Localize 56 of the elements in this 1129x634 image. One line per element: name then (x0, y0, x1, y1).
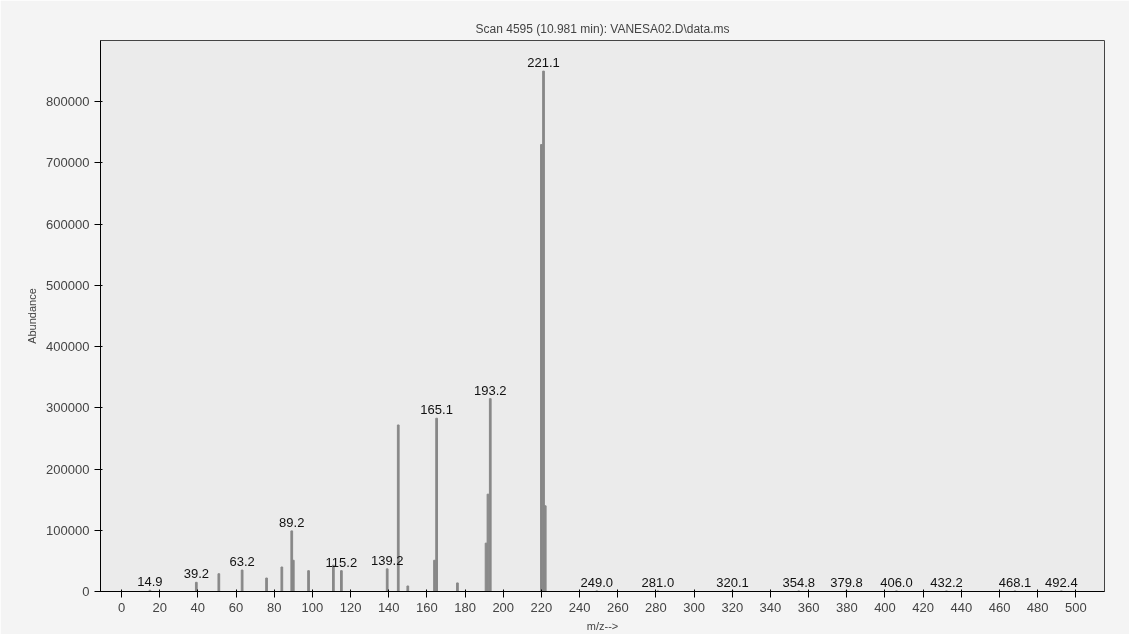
x-tick-label: 60 (228, 599, 244, 615)
x-tick-label: 220 (530, 599, 553, 615)
annotation: 14.9 (137, 574, 163, 590)
annotation: 221.1 (527, 55, 560, 71)
annotation: 406.0 (880, 574, 913, 590)
annotation: 281.0 (641, 574, 675, 590)
y-tick-label: 600000 (46, 216, 90, 232)
y-tick-label: 800000 (46, 94, 90, 110)
annotation: 165.1 (420, 402, 453, 418)
x-tick-label: 400 (874, 599, 896, 615)
annotation: 468.1 (998, 574, 1032, 590)
annotation: 249.0 (580, 574, 614, 590)
annotation: 89.2 (279, 514, 305, 530)
x-tick-label: 500 (1065, 599, 1087, 615)
x-tick-label: 340 (759, 599, 782, 615)
y-tick-label: 100000 (46, 522, 90, 538)
y-tick-label: 0 (82, 584, 90, 599)
y-tick-label: 500000 (46, 277, 90, 293)
x-tick-label: 300 (683, 599, 705, 615)
y-tick-label: 400000 (46, 339, 90, 355)
annotation: 115.2 (325, 554, 358, 570)
y-tick-label: 200000 (46, 461, 90, 477)
x-tick-label: 180 (454, 599, 476, 615)
x-tick-label: 100 (301, 599, 324, 615)
x-tick-label: 120 (339, 599, 362, 615)
chart-title: Scan 4595 (10.981 min): VANESA02.D\data.ms (475, 21, 730, 36)
x-tick-label: 280 (645, 599, 667, 615)
x-tick-label: 320 (721, 599, 744, 615)
x-tick-label: 0 (117, 599, 126, 615)
annotation: 63.2 (229, 554, 255, 570)
annotation: 139.2 (370, 552, 404, 568)
x-tick-label: 480 (1026, 599, 1049, 615)
x-tick-label: 200 (492, 599, 515, 615)
x-tick-label: 420 (912, 599, 935, 615)
y-tick-label: 700000 (46, 155, 90, 171)
x-axis-title: m/z--> (586, 619, 619, 632)
annotation: 320.1 (716, 574, 749, 590)
x-tick-label: 460 (988, 599, 1011, 615)
x-tick-label: 80 (266, 599, 282, 615)
y-axis-title: Abundance (26, 288, 39, 344)
x-tick-label: 40 (190, 599, 206, 615)
x-tick-label: 440 (950, 599, 973, 615)
x-tick-label: 160 (416, 599, 438, 615)
annotation: 193.2 (474, 382, 507, 398)
x-tick-label: 140 (377, 599, 400, 615)
x-tick-label: 380 (835, 599, 858, 615)
annotation: 39.2 (183, 566, 209, 582)
annotation: 354.8 (782, 574, 815, 590)
x-tick-label: 20 (152, 599, 167, 615)
annotation: 432.2 (930, 574, 963, 590)
x-tick-label: 240 (568, 599, 591, 615)
y-tick-label: 300000 (46, 400, 90, 416)
x-tick-label: 260 (606, 599, 629, 615)
x-tick-label: 360 (797, 599, 820, 615)
annotation: 379.8 (830, 574, 863, 590)
annotation: 492.4 (1045, 574, 1078, 590)
